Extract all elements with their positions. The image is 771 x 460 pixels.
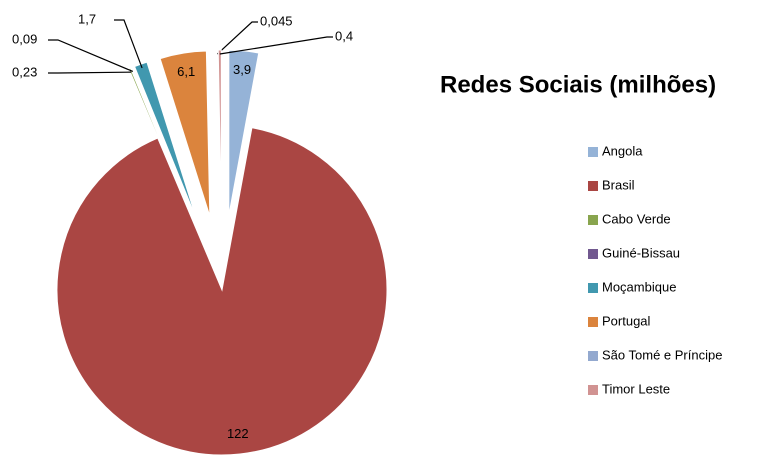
pie-slice (56, 127, 388, 456)
data-label: 3,9 (233, 62, 251, 77)
pie-slice (228, 49, 260, 216)
data-label: 0,4 (335, 28, 353, 43)
legend-label: Portugal (602, 313, 651, 328)
legend-swatch (588, 215, 598, 225)
pie-slice (128, 67, 194, 221)
legend-swatch (588, 283, 598, 293)
data-label: 1,7 (78, 11, 96, 26)
legend-label: Angola (602, 143, 643, 158)
pie-slice (216, 49, 222, 216)
chart-title: Redes Sociais (milhões) (440, 71, 716, 98)
leader-line (219, 36, 333, 55)
pie-slice (130, 67, 195, 221)
leader-line (48, 39, 134, 73)
legend-label: Cabo Verde (602, 211, 671, 226)
legend-label: Timor Leste (602, 381, 670, 396)
legend-label: Guiné-Bissau (602, 245, 680, 260)
data-label: 6,1 (177, 64, 195, 79)
legend-label: São Tomé e Príncipe (602, 347, 722, 362)
legend-label: Brasil (602, 177, 635, 192)
legend-swatch (588, 317, 598, 327)
leader-line (216, 21, 258, 55)
data-label: 0,09 (12, 31, 37, 46)
data-label: 122 (227, 426, 249, 441)
data-label: 0,045 (260, 13, 293, 28)
legend-swatch (588, 385, 598, 395)
legend-label: Moçambique (602, 279, 676, 294)
legend-swatch (588, 351, 598, 361)
legend-swatch (588, 249, 598, 259)
leader-line (48, 71, 132, 74)
data-label: 0,23 (12, 64, 37, 79)
legend-swatch (588, 181, 598, 191)
legend-swatch (588, 147, 598, 157)
pie-slice (217, 49, 222, 216)
leader-line (114, 19, 143, 69)
pie-slice (159, 50, 211, 217)
